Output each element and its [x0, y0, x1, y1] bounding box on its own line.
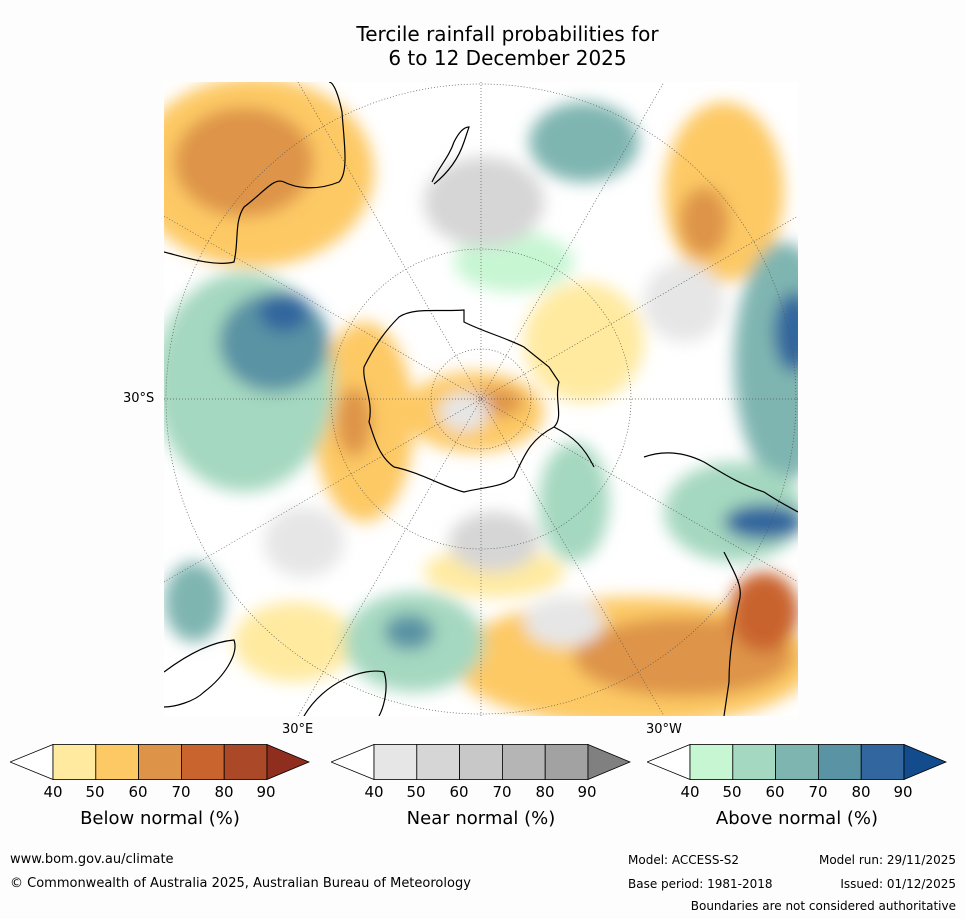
antarctica-coastline — [363, 309, 560, 493]
near-tick-70: 70 — [492, 783, 512, 801]
model-run-text: Model run: 29/11/2025 — [818, 853, 956, 867]
below-tick-50: 50 — [85, 783, 105, 801]
near-normal-colorbar — [331, 744, 631, 780]
colorbar-segment — [95, 744, 140, 780]
colorbar-segment — [732, 744, 777, 780]
below-tick-90: 90 — [256, 783, 276, 801]
above-tick-50: 50 — [722, 783, 742, 801]
title-line-1: Tercile rainfall probabilities for — [356, 22, 659, 46]
colorbar-arrow-high — [903, 744, 947, 780]
antarctic-peninsula-coastline — [553, 426, 595, 468]
above-tick-90: 90 — [893, 783, 913, 801]
colorbar-arrow-high — [587, 744, 631, 780]
australia-coastline — [164, 82, 346, 264]
below-normal-swatches — [10, 744, 310, 780]
title-line-2: 6 to 12 December 2025 — [388, 46, 627, 70]
above-normal-swatches — [647, 744, 947, 780]
colorbar-arrow-low — [331, 744, 375, 780]
colorbar-segment — [459, 744, 503, 780]
colorbar-segment — [416, 744, 461, 780]
colorbar-segment — [501, 744, 546, 780]
lat-label-30s: 30°S — [123, 391, 155, 406]
copyright-text: © Commonwealth of Australia 2025, Austra… — [10, 876, 471, 891]
above-normal-colorbar — [647, 744, 947, 780]
above-normal-title: Above normal (%) — [715, 808, 879, 829]
colorbar-segment — [180, 744, 225, 780]
rainfall-probability-fields — [164, 82, 798, 716]
colorbar-segment — [138, 744, 182, 780]
disclaimer-text: Boundaries are not considered authoritat… — [690, 899, 956, 913]
model-text: Model: ACCESS-S2 — [628, 853, 740, 867]
near-tick-90: 90 — [577, 783, 597, 801]
below-tick-60: 60 — [128, 783, 148, 801]
above-tick-60: 60 — [765, 783, 785, 801]
colorbar-segment — [689, 744, 734, 780]
south-america-coastline — [643, 452, 798, 716]
colorbar-segment — [860, 744, 905, 780]
below-tick-40: 40 — [43, 783, 63, 801]
above-tick-80: 80 — [851, 783, 871, 801]
colorbar-arrow-low — [10, 744, 54, 780]
near-normal-swatches — [331, 744, 631, 780]
colorbar-segment — [817, 744, 862, 780]
coastlines — [164, 82, 798, 716]
lon-label-30e: 30°E — [282, 722, 314, 737]
near-tick-80: 80 — [535, 783, 555, 801]
graticule — [164, 82, 798, 716]
map-canvas — [164, 82, 798, 716]
above-tick-70: 70 — [808, 783, 828, 801]
below-normal-title: Below normal (%) — [80, 808, 240, 829]
probability-map — [164, 82, 798, 716]
africa-coastline — [164, 639, 387, 716]
colorbar-segment — [775, 744, 819, 780]
below-normal-colorbar — [10, 744, 310, 780]
lon-label-30w: 30°W — [646, 722, 682, 737]
near-tick-50: 50 — [406, 783, 426, 801]
above-tick-40: 40 — [680, 783, 700, 801]
below-tick-70: 70 — [171, 783, 191, 801]
colorbar-segment — [373, 744, 418, 780]
below-tick-80: 80 — [214, 783, 234, 801]
colorbar-segment — [223, 744, 268, 780]
near-tick-60: 60 — [449, 783, 469, 801]
colorbar-segment — [544, 744, 589, 780]
new-zealand-coastline — [431, 126, 470, 185]
base-period-text: Base period: 1981-2018 — [628, 877, 773, 891]
colorbar-segment — [52, 744, 97, 780]
near-tick-40: 40 — [364, 783, 384, 801]
chart-title: Tercile rainfall probabilities for 6 to … — [300, 22, 715, 70]
colorbar-arrow-low — [647, 744, 691, 780]
website-link[interactable]: www.bom.gov.au/climate — [10, 852, 174, 867]
colorbar-arrow-high — [266, 744, 310, 780]
near-normal-title: Near normal (%) — [406, 808, 556, 829]
issued-text: Issued: 01/12/2025 — [840, 877, 956, 891]
